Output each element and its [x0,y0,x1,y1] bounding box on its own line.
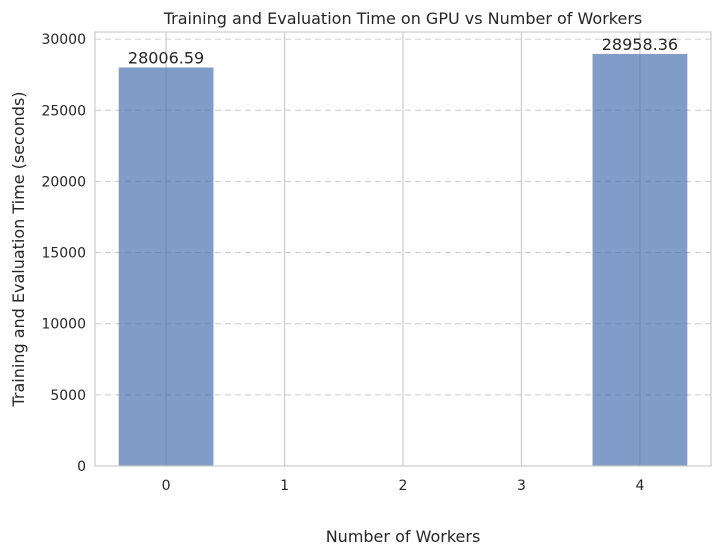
x-tick-label: 3 [517,478,526,494]
y-tick-label: 10000 [41,317,86,333]
tick-layer: 0 5000 10000 15000 20000 25000 30000 0 1 2 3 4 [41,32,644,494]
x-axis-label: Number of Workers [326,527,481,546]
bar-value-label: 28958.36 [602,35,678,54]
y-tick-label: 30000 [41,32,86,48]
bar [118,67,214,467]
bar-value-label: 28006.59 [128,48,204,67]
y-axis-label: Training and Evaluation Time (seconds) [9,91,28,407]
chart-title: Training and Evaluation Time on GPU vs N… [163,9,642,28]
y-tick-label: 15000 [41,246,86,262]
label-layer: 28006.59 28958.36 [128,35,678,68]
bar-layer [118,53,688,467]
x-tick-label: 1 [280,478,289,494]
x-tick-label: 2 [399,478,408,494]
x-tick-label: 4 [635,478,644,494]
y-tick-label: 0 [77,459,86,475]
y-tick-label: 20000 [41,174,86,190]
plot-frame [94,31,712,467]
y-tick-label: 25000 [41,103,86,119]
y-tick-label: 5000 [50,388,86,404]
bar [592,53,688,467]
x-tick-label: 0 [162,478,171,494]
